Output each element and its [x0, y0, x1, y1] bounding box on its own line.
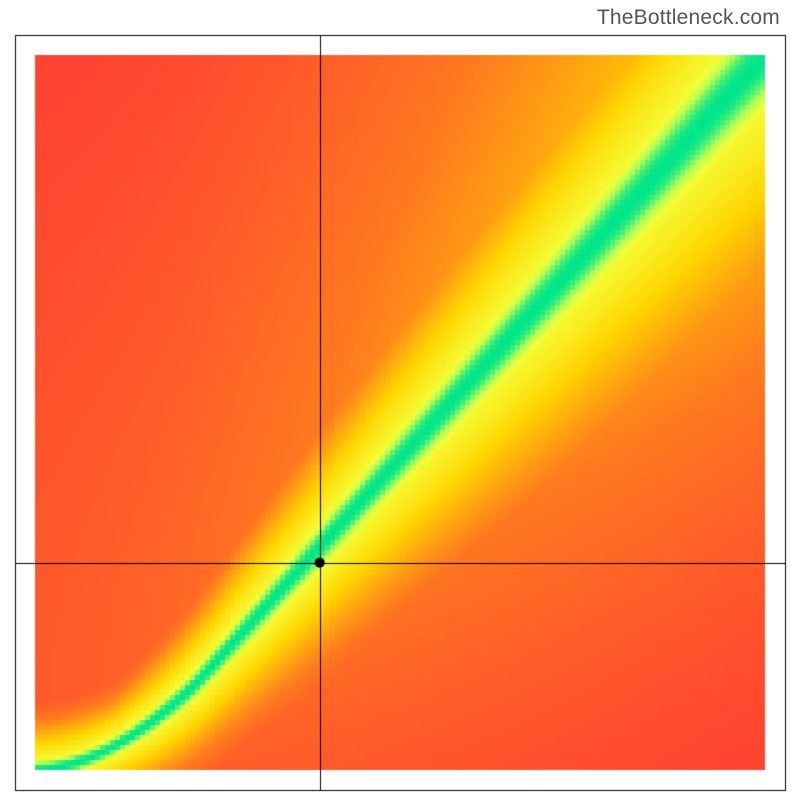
heatmap-canvas	[0, 0, 800, 800]
watermark-text: TheBottleneck.com	[597, 6, 780, 30]
chart-container: TheBottleneck.com	[0, 0, 800, 800]
